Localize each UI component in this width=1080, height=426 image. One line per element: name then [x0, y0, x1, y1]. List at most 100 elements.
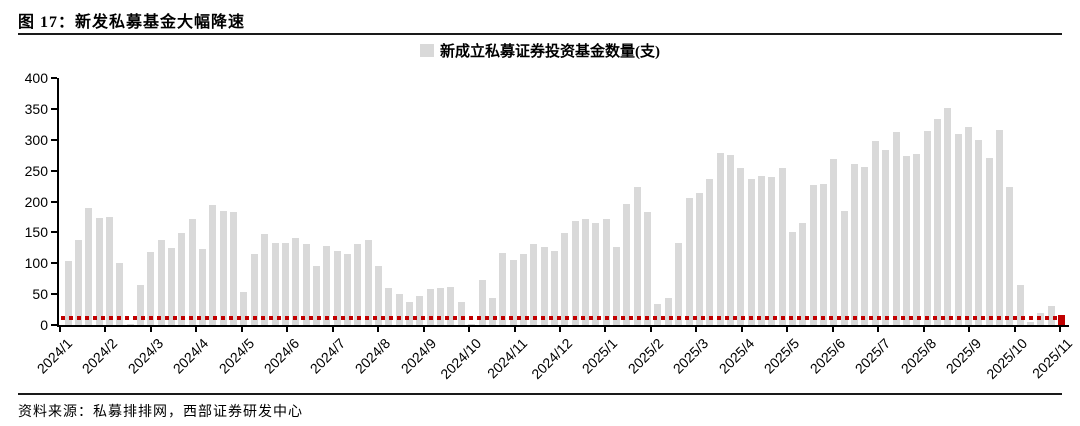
bar-highlight-latest — [1058, 314, 1066, 325]
y-axis-tick-label: 0 — [40, 317, 48, 333]
bar — [602, 219, 610, 325]
bar — [426, 289, 434, 325]
bar — [406, 301, 414, 325]
bar — [964, 126, 972, 325]
x-axis-tick — [877, 327, 880, 332]
y-axis-tick — [51, 77, 57, 79]
x-axis-tick-label: 2024/11 — [483, 335, 530, 382]
bar — [219, 210, 227, 325]
bar — [199, 249, 207, 325]
x-axis-tick-label: 2024/9 — [397, 335, 439, 377]
x-axis-tick — [695, 327, 698, 332]
y-axis-tick-label: 150 — [24, 224, 48, 241]
x-axis-tick-label: 2025/4 — [715, 335, 758, 377]
bar — [840, 210, 848, 325]
bar — [540, 246, 548, 325]
y-axis-tick-label: 50 — [32, 286, 48, 303]
x-axis-tick-label: 2024/7 — [306, 335, 349, 377]
bar — [913, 153, 921, 325]
bar — [343, 254, 351, 325]
bar — [116, 262, 124, 325]
bar — [923, 131, 931, 325]
x-axis-tick — [513, 327, 516, 332]
bar — [695, 192, 703, 325]
x-axis-tick — [468, 327, 471, 332]
bar — [996, 129, 1003, 325]
y-axis-tick — [51, 231, 57, 234]
bar — [468, 323, 476, 325]
bar — [250, 254, 258, 325]
x-axis-tick — [59, 327, 61, 332]
bar — [851, 164, 859, 325]
bar — [861, 166, 869, 325]
bar — [519, 254, 527, 325]
y-axis-tick-label: 250 — [24, 162, 48, 179]
bar — [188, 218, 196, 325]
x-axis-tick — [286, 327, 289, 332]
bar — [809, 184, 817, 325]
bar — [323, 245, 331, 325]
bar — [633, 187, 641, 325]
bar — [654, 304, 662, 325]
x-axis-tick-label: 2024/3 — [124, 335, 167, 377]
bar — [747, 179, 755, 325]
bar — [706, 179, 714, 325]
bar — [157, 240, 165, 325]
y-axis-tick-label: 400 — [24, 70, 48, 86]
x-axis-tick — [559, 327, 561, 332]
bar — [312, 266, 320, 325]
x-axis-tick-label: 2025/10 — [982, 335, 1030, 383]
x-axis-tick — [149, 327, 152, 332]
bar — [571, 221, 579, 325]
bar — [126, 323, 134, 325]
bar — [240, 291, 248, 325]
bar — [737, 168, 745, 325]
bar — [1027, 321, 1035, 325]
y-axis-tick — [51, 107, 57, 110]
bar — [623, 203, 631, 325]
bar — [85, 207, 93, 325]
source-note: 资料来源：私募排排网，西部证券研发中心 — [18, 405, 303, 420]
bar — [799, 223, 807, 325]
x-axis-tick — [1059, 327, 1061, 332]
x-axis-tick-label: 2025/11 — [1028, 335, 1076, 382]
y-axis-tick — [51, 138, 57, 141]
legend-label: 新成立私募证券投资基金数量(支) — [440, 44, 660, 60]
bar — [561, 233, 569, 325]
bar — [74, 239, 82, 325]
x-axis-tick-label: 2024/10 — [437, 335, 485, 383]
bar — [209, 204, 217, 325]
x-axis-tick-label: 2025/8 — [897, 335, 939, 377]
bar — [271, 242, 279, 325]
x-axis-tick — [240, 327, 243, 332]
reference-dotted-line — [61, 315, 1069, 320]
y-axis-tick — [51, 324, 57, 326]
bar — [778, 168, 786, 325]
bar — [902, 155, 910, 325]
bar — [168, 247, 175, 325]
bar — [613, 247, 621, 325]
bar — [302, 243, 310, 325]
bar — [985, 158, 993, 325]
bar — [592, 222, 600, 325]
bar — [437, 287, 445, 325]
bar — [716, 152, 724, 325]
bar — [685, 197, 693, 325]
bar — [530, 243, 538, 325]
x-axis-tick-label: 2025/6 — [806, 335, 849, 377]
bar — [333, 250, 341, 325]
bar — [933, 119, 941, 325]
y-axis-tick — [51, 169, 57, 172]
y-axis-tick — [51, 293, 57, 296]
legend-swatch-icon — [420, 44, 434, 57]
x-axis-tick-label: 2024/12 — [528, 335, 576, 383]
x-axis-tick — [104, 327, 107, 332]
bar — [478, 279, 486, 325]
bar — [664, 297, 672, 325]
bar — [364, 240, 372, 325]
bar — [871, 141, 879, 325]
bar — [178, 233, 186, 325]
x-axis-tick — [377, 327, 380, 332]
x-axis-tick — [740, 327, 743, 332]
